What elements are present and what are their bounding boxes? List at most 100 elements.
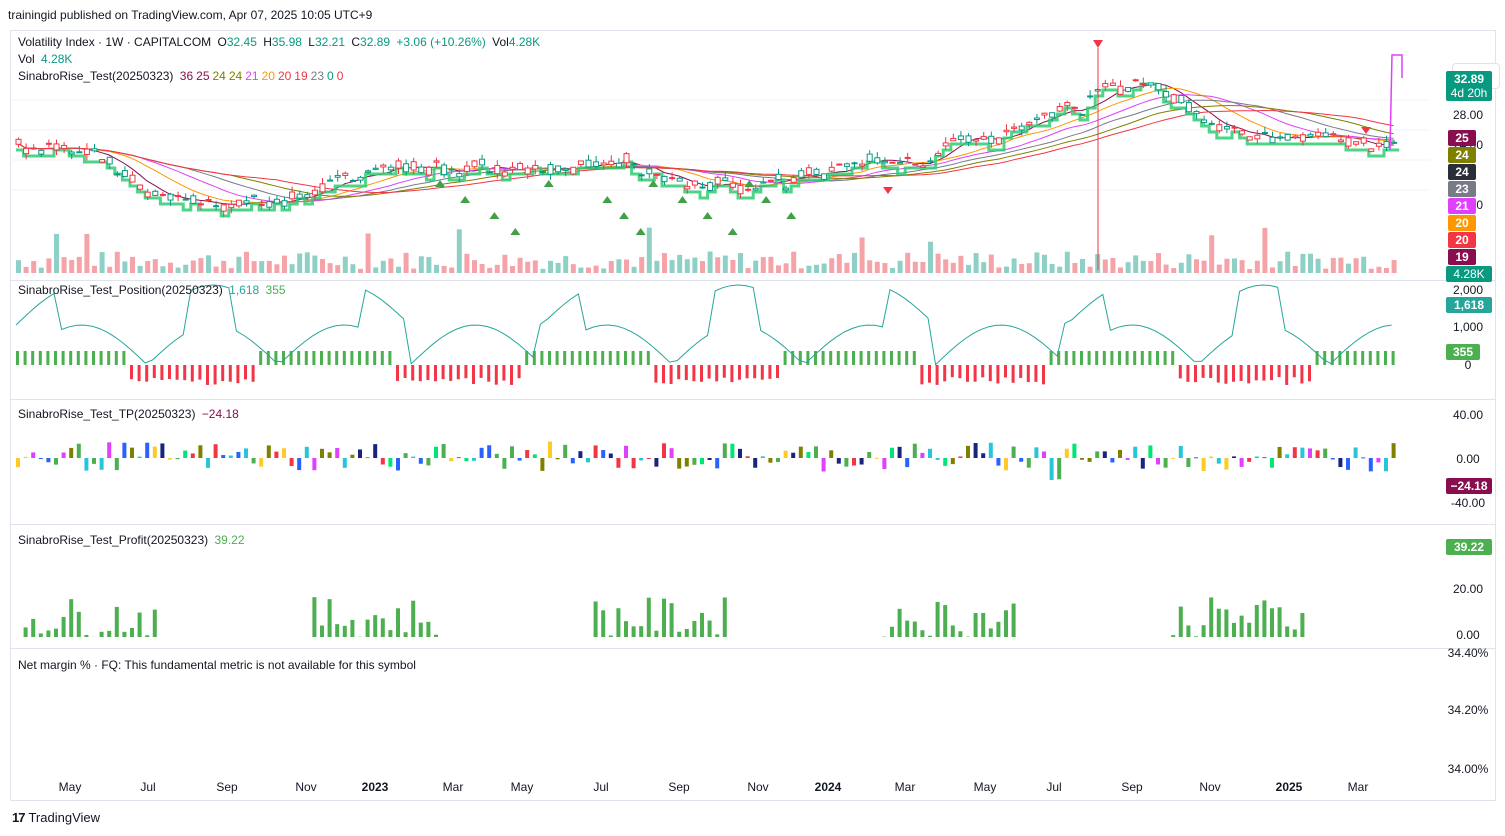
position-bar	[1042, 365, 1045, 385]
volume-bar	[646, 227, 652, 273]
volume-bar	[23, 266, 29, 273]
indicator-title[interactable]: SinabroRise_Test(20250323)	[18, 69, 174, 83]
tp-bar	[1216, 458, 1221, 464]
position-title[interactable]: SinabroRise_Test_Position(20250323)	[18, 283, 223, 297]
tp-bar	[1232, 456, 1236, 458]
profit-scale-label: 20.00	[1452, 582, 1484, 596]
position-bar	[783, 351, 787, 365]
profit-chart	[23, 597, 1305, 637]
volume-bar	[973, 253, 979, 273]
candle-body	[1185, 102, 1192, 113]
position-bar	[928, 365, 931, 383]
candle-body	[547, 163, 554, 175]
candle-body	[448, 168, 455, 171]
tp-bar	[692, 458, 697, 465]
tp-pane[interactable]: SinabroRise_Test_TP(20250323) −24.18 40.…	[10, 400, 1496, 525]
symbol-title[interactable]: Volatility Index · 1W · CAPITALCOM	[18, 35, 212, 49]
volume-bar	[624, 259, 629, 273]
position-bar	[1034, 365, 1038, 382]
net-margin-pane[interactable]: Net margin % · FQ: This fundamental metr…	[10, 646, 1496, 776]
tp-bar	[844, 458, 849, 467]
tp-bar	[1004, 458, 1008, 471]
position-bar	[1216, 365, 1220, 383]
tp-bar	[31, 452, 36, 458]
candle-body	[159, 193, 166, 196]
volume-bar	[791, 251, 797, 273]
candle-body	[304, 194, 311, 198]
volume-bar	[639, 257, 645, 273]
volume-bar	[1391, 260, 1397, 273]
candle-body	[1079, 113, 1086, 116]
tp-scale-label: -40.00	[1450, 496, 1486, 510]
volume-title[interactable]: Vol	[18, 52, 35, 66]
tp-bar	[745, 456, 750, 458]
position-bar	[593, 351, 597, 365]
indicator-value: 0	[336, 69, 344, 83]
profit-bar	[890, 626, 894, 637]
volume-bar	[335, 265, 341, 273]
volume-bar	[441, 265, 447, 273]
high-value: 35.98	[271, 35, 302, 49]
tp-bar	[1368, 458, 1373, 472]
tp-bar	[624, 445, 628, 458]
position-tag-1: 1,618	[1446, 297, 1492, 313]
position-bar	[1110, 351, 1114, 365]
indicator-price-tag: 24	[1448, 147, 1476, 163]
profit-title[interactable]: SinabroRise_Test_Profit(20250323)	[18, 533, 209, 547]
profit-bar	[31, 618, 36, 637]
tp-bar	[145, 442, 150, 458]
time-axis[interactable]: May Jul Sep Nov 2023 Mar May Jul Sep Nov 2024 Mar Ma…	[10, 773, 1496, 801]
position-bar	[981, 365, 985, 378]
moving-average-line	[17, 83, 1394, 205]
profit-bar	[388, 630, 393, 637]
volume-bar	[99, 252, 105, 273]
candle-body	[957, 135, 964, 141]
candle-body	[927, 160, 934, 163]
tp-title[interactable]: SinabroRise_Test_TP(20250323)	[18, 407, 196, 421]
candle-body	[919, 165, 926, 168]
profit-pane[interactable]: SinabroRise_Test_Profit(20250323) 39.22 …	[10, 525, 1496, 649]
tp-bar	[601, 450, 606, 458]
volume-bar	[1254, 260, 1260, 273]
volume-bar	[373, 267, 379, 273]
volume-bar	[867, 260, 873, 273]
position-bar	[145, 365, 149, 382]
position-bar	[859, 351, 863, 365]
candle-body	[1049, 112, 1056, 118]
tp-bar	[46, 458, 51, 463]
position-bar	[426, 365, 430, 380]
position-pane[interactable]: SinabroRise_Test_Position(20250323) 1,61…	[10, 281, 1496, 400]
sell-signal-marker	[1361, 127, 1371, 134]
position-bar	[700, 365, 703, 382]
volume-bar	[1072, 262, 1078, 273]
recent-spike-line	[1389, 54, 1403, 151]
volume-bar	[563, 256, 569, 273]
candle-body	[1041, 112, 1048, 116]
candle-body	[30, 147, 37, 150]
position-bar	[403, 365, 407, 378]
tp-bar	[639, 458, 644, 461]
tp-bar	[160, 443, 165, 458]
candle-body	[859, 163, 866, 167]
position-bar	[669, 365, 673, 384]
footer-branding[interactable]: 17 TradingView	[12, 810, 100, 825]
position-bar	[152, 365, 156, 379]
volume-bar	[130, 256, 135, 273]
volume-bar	[1057, 266, 1063, 273]
position-bar	[16, 351, 19, 365]
profit-bar	[130, 627, 134, 637]
candle-body	[418, 166, 425, 174]
volume-bar	[1178, 262, 1184, 273]
main-price-pane[interactable]: Volatility Index · 1W · CAPITALCOM O32.4…	[10, 30, 1500, 282]
volume-bar	[510, 266, 515, 273]
position-bar	[175, 365, 179, 380]
volume-bar	[198, 258, 204, 273]
tp-bar	[753, 458, 758, 468]
volume-bar	[1292, 265, 1298, 273]
position-bar	[745, 365, 749, 379]
volume-bar	[1323, 268, 1329, 273]
candle-body	[258, 203, 265, 206]
candle-body	[61, 144, 68, 149]
volume-bar	[1346, 263, 1351, 273]
profit-legend: SinabroRise_Test_Profit(20250323) 39.22	[18, 533, 245, 547]
